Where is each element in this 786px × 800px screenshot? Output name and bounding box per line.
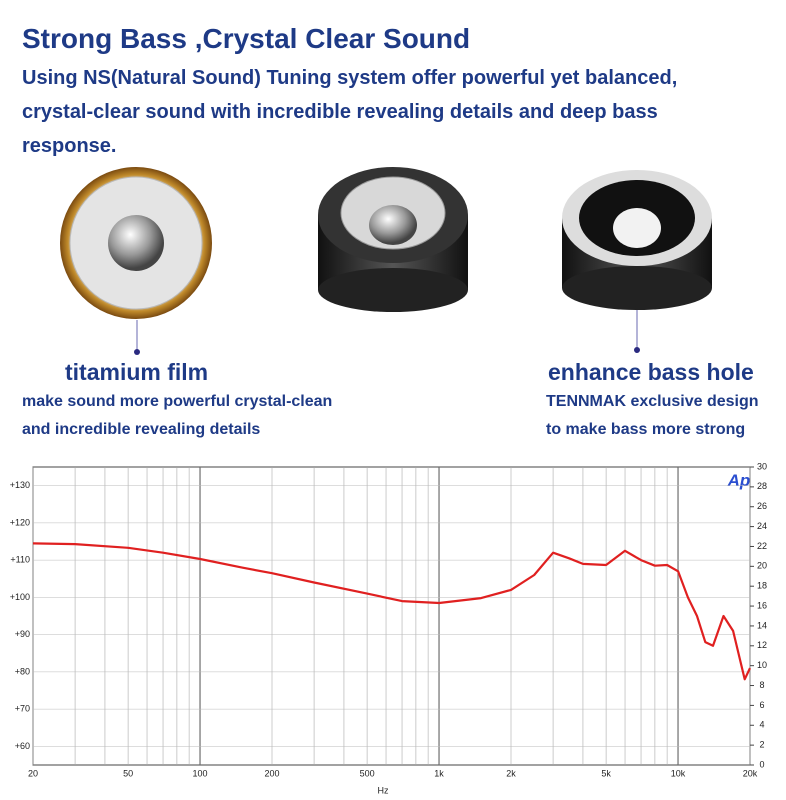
y2-tick-label: 30 <box>757 461 767 471</box>
feature-text: and incredible revealing details <box>22 421 260 438</box>
bass-hole-image <box>562 170 712 310</box>
y2-tick-label: 2 <box>759 740 764 750</box>
x-axis-label: Hz <box>378 785 389 795</box>
y2-tick-label: 22 <box>757 541 767 551</box>
feature-text: to make bass more strong <box>546 421 745 438</box>
feature-title: enhance bass hole <box>548 359 754 385</box>
diaphragm-image <box>60 167 212 319</box>
magnet-image <box>318 167 468 312</box>
y-tick-label: +130 <box>10 480 30 490</box>
x-tick-label: 1k <box>434 768 444 778</box>
title: Strong Bass ,Crystal Clear Sound <box>22 23 470 54</box>
y2-tick-label: 6 <box>759 700 764 710</box>
y-tick-label: +80 <box>15 666 30 676</box>
description: crystal-clear sound with incredible reve… <box>22 101 658 123</box>
feature-text: TENNMAK exclusive design <box>546 393 759 410</box>
description: response. <box>22 135 116 157</box>
y2-tick-label: 28 <box>757 481 767 491</box>
y2-tick-label: 26 <box>757 501 767 511</box>
feature-text: make sound more powerful crystal-clean <box>22 393 332 410</box>
y-tick-label: +110 <box>10 555 30 565</box>
y-tick-label: +60 <box>15 741 30 751</box>
logo: Ap <box>727 471 751 490</box>
y-tick-label: +100 <box>10 592 30 602</box>
plot-area <box>32 466 751 766</box>
y2-tick-label: 10 <box>757 660 767 670</box>
y2-tick-label: 14 <box>757 620 767 630</box>
y2-tick-label: 8 <box>759 680 764 690</box>
y2-tick-label: 20 <box>757 561 767 571</box>
y-tick-label: +70 <box>15 704 30 714</box>
y2-tick-label: 12 <box>757 640 767 650</box>
x-tick-label: 20k <box>743 768 758 778</box>
response-line <box>32 542 751 681</box>
y2-tick-label: 0 <box>759 759 764 769</box>
y2-tick-label: 4 <box>759 720 764 730</box>
callout <box>134 310 640 355</box>
y2-tick-label: 18 <box>757 581 767 591</box>
x-tick-label: 2k <box>506 768 516 778</box>
y-tick-label: +120 <box>10 517 30 527</box>
y2-tick-label: 24 <box>757 521 767 531</box>
feature-title: titamium film <box>65 359 208 385</box>
x-tick-label: 500 <box>360 768 375 778</box>
x-tick-label: 200 <box>264 768 279 778</box>
x-tick-label: 10k <box>671 768 686 778</box>
description: Using NS(Natural Sound) Tuning system of… <box>22 67 677 89</box>
y2-tick-label: 16 <box>757 600 767 610</box>
x-tick-label: 5k <box>601 768 611 778</box>
x-tick-label: 50 <box>123 768 133 778</box>
x-tick-label: 100 <box>193 768 208 778</box>
y-tick-label: +90 <box>15 629 30 639</box>
x-tick-label: 20 <box>28 768 38 778</box>
